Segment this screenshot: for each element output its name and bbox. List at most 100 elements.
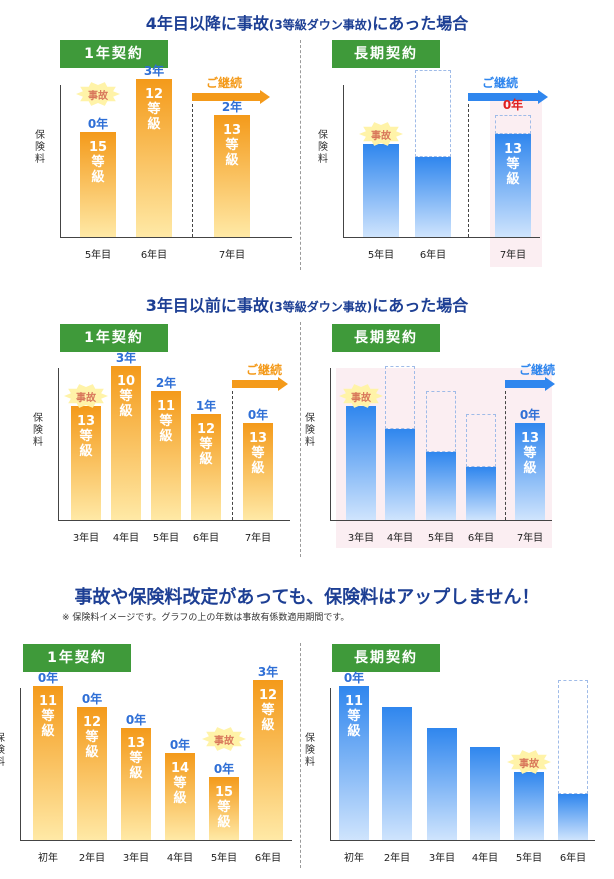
s2-right-continue-separator	[505, 391, 506, 520]
grade-char: 等	[85, 730, 99, 745]
s3-left-contract-tag: 1年契約	[23, 644, 131, 672]
s1-left-x-tick-label: 7年目	[218, 250, 246, 261]
s2-right-bar	[515, 423, 545, 520]
s1-left-continue-label: ご継続	[206, 76, 243, 90]
s1-right-bar	[363, 144, 399, 237]
grade-char: 級	[523, 461, 537, 476]
grade-char: 13	[76, 414, 96, 429]
s1-left-grade-label: 13 等級	[214, 123, 250, 168]
s3-left-accident-badge: 事故	[201, 726, 247, 752]
grade-char: 等	[261, 703, 275, 718]
grade-char: 15	[88, 140, 108, 155]
grade-char: 13	[503, 142, 523, 157]
accident-label: 事故	[76, 393, 96, 404]
grade-char: 14	[170, 761, 190, 776]
section-1-title-main: 4年目以降に事故	[145, 14, 269, 33]
s2-right-x-tick-label: 7年目	[516, 533, 544, 544]
burst-shape	[339, 384, 383, 408]
arrow-shape	[505, 377, 555, 391]
s2-left-bar	[191, 414, 221, 520]
s1-right-x-tick-label: 7年目	[499, 250, 527, 261]
grade-char: 級	[261, 718, 275, 733]
grade-char: 11	[344, 694, 364, 709]
s1-left-penalty-years: 0年	[87, 117, 109, 131]
s1-left-y-axis-label: 保 険 料	[35, 130, 45, 165]
section-3-title-main: 事故や保険料改定があっても、保険料はアップしません！	[74, 587, 540, 608]
grade-char: 等	[506, 157, 520, 172]
accident-label: 事故	[371, 131, 391, 142]
s2-left-bar	[151, 391, 181, 520]
grade-char: 級	[225, 153, 239, 168]
burst-shape	[359, 122, 403, 146]
s1-right-x-axis	[343, 237, 540, 238]
s3-left-grade-label: 15 等級	[209, 785, 239, 830]
s2-left-bar	[243, 423, 273, 520]
s3-left-x-tick-label: 初年	[38, 853, 58, 864]
s3-left-y-axis-label: 保 険 料	[0, 733, 6, 769]
grade-char: 15	[214, 785, 234, 800]
s1-left-bar	[136, 79, 172, 237]
s3-right-bar	[339, 686, 369, 840]
s3-left-penalty-years: 3年	[257, 665, 279, 679]
s2-left-penalty-years: 2年	[155, 376, 177, 390]
grade-char: 級	[173, 791, 187, 806]
s3-left-bar	[77, 707, 107, 840]
s3-left-bar	[121, 728, 151, 840]
s2-right-contract-tag: 長期契約	[332, 324, 440, 352]
section-1-title-end: にあった場合	[372, 14, 469, 33]
s2-right-bar	[426, 452, 456, 520]
s3-right-contract-tag: 長期契約	[332, 644, 440, 672]
s1-right-bar	[415, 157, 451, 237]
s1-right-grade-label: 13 等級	[495, 142, 531, 187]
grade-char: 等	[173, 776, 187, 791]
s3-left-grade-label: 12 等級	[253, 688, 283, 733]
s3-right-bar	[427, 728, 457, 840]
s3-right-y-axis-label: 保 険 料	[305, 733, 315, 768]
s3-left-bar	[253, 680, 283, 840]
s1-left-penalty-years: 2年	[221, 100, 243, 114]
grade-char: 級	[129, 766, 143, 781]
grade-char: 級	[91, 170, 105, 185]
grade-char: 級	[217, 815, 231, 830]
burst-shape	[507, 750, 551, 774]
s1-left-x-tick-label: 5年目	[84, 250, 112, 261]
s3-right-x-tick-label: 2年目	[383, 853, 411, 864]
s2-left-continue-arrow-icon	[232, 377, 288, 391]
grade-char: 等	[225, 138, 239, 153]
grade-char: 13	[222, 123, 242, 138]
s1-left-continue-separator	[192, 104, 193, 237]
section-2-title-end: にあった場合	[372, 296, 469, 315]
s2-right-x-tick-label: 4年目	[386, 533, 414, 544]
s3-right-accident-badge: 事故	[506, 749, 552, 775]
s3-left-grade-label: 11 等級	[33, 694, 63, 739]
s2-left-grade-label: 12 等級	[191, 422, 221, 467]
s1-left-accident-badge: 事故	[75, 81, 121, 107]
s3-right-x-tick-label: 5年目	[515, 853, 543, 864]
grade-char: 等	[119, 389, 133, 404]
arrow-shape	[468, 90, 548, 104]
s2-left-continue-separator	[232, 391, 233, 520]
section-1-title-sub: (3等級ダウン事故)	[268, 18, 373, 32]
panel-divider-2	[300, 322, 301, 557]
s2-left-grade-label: 13 等級	[71, 414, 101, 459]
burst-icon	[507, 750, 551, 774]
s2-right-previous-level-box	[385, 366, 415, 429]
s3-left-penalty-years: 0年	[125, 713, 147, 727]
s1-right-previous-level-box	[495, 115, 531, 134]
s2-right-y-axis	[330, 368, 331, 520]
s1-left-grade-label: 15 等級	[80, 140, 116, 185]
s1-left-x-tick-label: 6年目	[140, 250, 168, 261]
s3-left-penalty-years: 0年	[81, 692, 103, 706]
grade-char: 等	[147, 102, 161, 117]
s2-left-x-tick-label: 7年目	[244, 533, 272, 544]
grade-char: 13	[126, 736, 146, 751]
arrow-shape	[232, 377, 288, 391]
s1-right-contract-tag: 長期契約	[332, 40, 440, 68]
s1-left-continue-arrow-icon	[192, 90, 270, 104]
accident-label: 事故	[88, 91, 108, 102]
s2-right-penalty-years: 0年	[519, 408, 541, 422]
s2-right-previous-level-box	[466, 414, 496, 467]
s1-left-bar	[80, 132, 116, 237]
s1-right-penalty-years: 0年	[502, 98, 524, 112]
s1-left-bar	[214, 115, 250, 237]
